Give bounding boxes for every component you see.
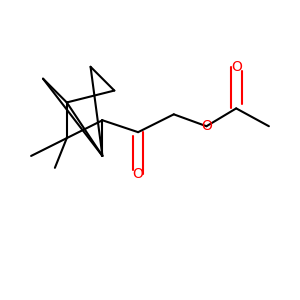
Text: O: O: [231, 60, 242, 74]
Text: O: O: [133, 167, 143, 181]
Text: O: O: [201, 119, 212, 133]
